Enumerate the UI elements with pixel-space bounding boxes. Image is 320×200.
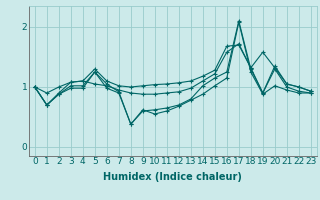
X-axis label: Humidex (Indice chaleur): Humidex (Indice chaleur) bbox=[103, 172, 242, 182]
